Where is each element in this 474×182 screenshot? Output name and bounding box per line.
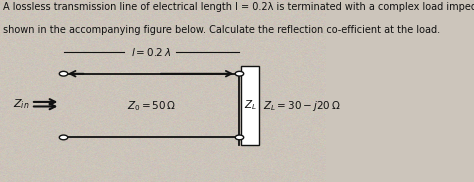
Text: $Z_L = 30 - j20\,\Omega$: $Z_L = 30 - j20\,\Omega$ (263, 99, 340, 112)
Text: $Z_L$: $Z_L$ (244, 99, 256, 112)
Circle shape (59, 135, 68, 140)
Circle shape (235, 71, 244, 76)
Bar (241, 66, 259, 145)
Text: $Z_0 = 50\,\Omega$: $Z_0 = 50\,\Omega$ (127, 100, 176, 113)
Text: A lossless transmission line of electrical length l = 0.2λ is terminated with a : A lossless transmission line of electric… (3, 2, 474, 12)
Circle shape (59, 71, 68, 76)
Text: shown in the accompanying figure below. Calculate the reflection co-efficient at: shown in the accompanying figure below. … (3, 25, 440, 35)
Text: $Z_{in}$: $Z_{in}$ (13, 97, 29, 111)
Circle shape (235, 135, 244, 140)
Text: $l = 0.2\,\lambda$: $l = 0.2\,\lambda$ (131, 46, 172, 58)
